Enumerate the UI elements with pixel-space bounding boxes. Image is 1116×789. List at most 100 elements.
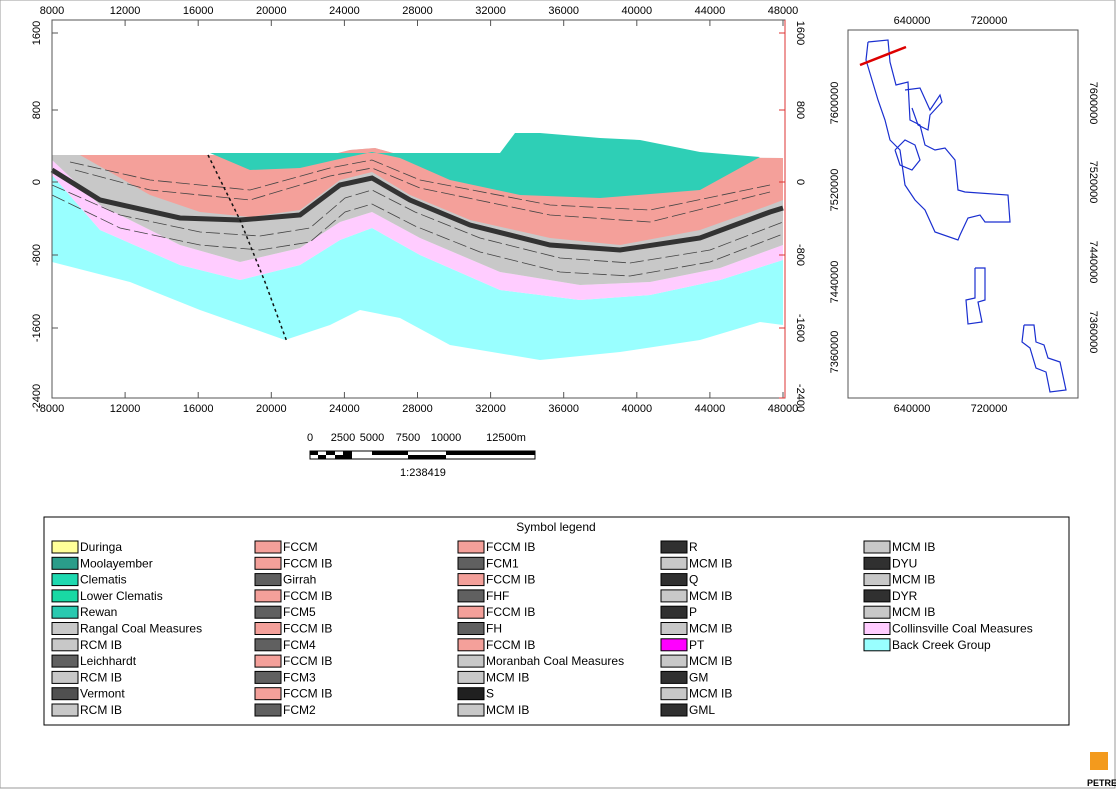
x-tick-label: 20000 — [256, 5, 287, 17]
legend-label: FCCM IB — [283, 556, 332, 570]
x-tick-label: 40000 — [622, 5, 653, 17]
scale-label: 0 — [307, 432, 313, 444]
legend-label: FCM1 — [486, 556, 519, 570]
legend-swatch — [254, 589, 282, 603]
legend-label: RCM IB — [80, 638, 122, 652]
scale-seg — [310, 451, 318, 455]
legend-label: R — [689, 540, 698, 554]
x-tick-label: 36000 — [548, 403, 579, 415]
x-tick-label: 40000 — [622, 403, 653, 415]
legend-swatch — [51, 622, 79, 635]
legend-label: FH — [486, 622, 502, 636]
map-y-label: 7440000 — [1087, 241, 1099, 284]
y-tick-label: 800 — [794, 101, 806, 119]
legend-label: MCM IB — [486, 703, 529, 717]
legend-label: RCM IB — [80, 670, 122, 684]
legend-label: MCM IB — [689, 622, 732, 636]
legend-swatch — [254, 605, 282, 619]
legend-label: Girrah — [283, 573, 316, 587]
map-y-label: 7520000 — [1087, 161, 1099, 204]
legend-swatch — [457, 703, 485, 717]
legend-label: GM — [689, 670, 708, 684]
y-tick-label: -2400 — [31, 384, 43, 412]
legend-swatch — [457, 605, 485, 619]
legend-swatch — [457, 573, 485, 587]
legend-label: DYU — [892, 556, 917, 570]
y-tick-label: -2400 — [794, 384, 806, 412]
legend-swatch — [254, 622, 282, 635]
legend-label: Clematis — [80, 573, 127, 587]
scale-label: 2500 — [331, 432, 355, 444]
legend-swatch — [660, 605, 688, 619]
legend-label: Leichhardt — [80, 654, 137, 668]
x-tick-label: 28000 — [402, 5, 433, 17]
rewan-layer — [210, 133, 760, 198]
y-tick-label: 1600 — [31, 21, 43, 45]
scale-label: 12500m — [486, 432, 526, 444]
seam-lines — [51, 159, 784, 277]
map-x-label: 720000 — [971, 15, 1008, 27]
legend-label: Q — [689, 573, 698, 587]
legend-swatch — [254, 670, 282, 684]
x-tick-label: 32000 — [475, 5, 506, 17]
legend-swatch — [51, 556, 79, 570]
legend-label: FCM3 — [283, 670, 316, 684]
x-tick-label: 44000 — [695, 5, 726, 17]
collinsville-layer — [52, 160, 783, 300]
legend-label: FCCM IB — [283, 589, 332, 603]
legend-label: MCM IB — [689, 654, 732, 668]
legend-swatch — [660, 703, 688, 717]
map-y-label: 7360000 — [1087, 311, 1099, 354]
legend-swatch — [51, 573, 79, 587]
map-frame — [847, 29, 1079, 399]
legend-swatch — [51, 540, 79, 554]
legend-swatch — [863, 573, 891, 587]
legend-label: MCM IB — [689, 556, 732, 570]
legend-swatch — [457, 638, 485, 652]
legend-swatch — [660, 556, 688, 570]
scale-seg — [408, 455, 446, 459]
legend-swatch — [863, 638, 891, 652]
legend-swatch — [457, 540, 485, 554]
x-tick-label: 24000 — [329, 5, 360, 17]
x-tick-label: 8000 — [40, 5, 64, 17]
legend-label: MCM IB — [892, 573, 935, 587]
legend-swatch — [660, 589, 688, 603]
map-y-label: 7600000 — [1087, 82, 1099, 125]
scale-ratio: 1:238419 — [400, 467, 446, 479]
map-x-label: 640000 — [894, 403, 931, 415]
legend-label: FCCM IB — [283, 622, 332, 636]
legend-swatch — [51, 687, 79, 701]
legend-label: FCCM IB — [486, 638, 535, 652]
lease-outlines — [865, 39, 1067, 393]
legend-label: FCCM IB — [283, 654, 332, 668]
legend-swatch — [457, 622, 485, 635]
scale-seg — [372, 451, 408, 455]
x-tick-label: 32000 — [475, 403, 506, 415]
scale-seg — [343, 451, 352, 459]
cross-section — [50, 19, 786, 399]
legend-swatch — [254, 540, 282, 554]
legend-swatch — [254, 638, 282, 652]
legend-label: Rewan — [80, 605, 117, 619]
legend-swatch — [863, 605, 891, 619]
legend-swatch — [457, 670, 485, 684]
legend-swatch — [51, 670, 79, 684]
map-x-label: 640000 — [894, 15, 931, 27]
y-tick-label: -1600 — [31, 314, 43, 342]
legend-label: Collinsville Coal Measures — [892, 622, 1033, 636]
scale-label: 10000 — [431, 432, 462, 444]
legend-label: MCM IB — [892, 540, 935, 554]
legend-label: Vermont — [80, 687, 125, 701]
legend-swatch — [660, 638, 688, 652]
legend-label: FCM2 — [283, 703, 316, 717]
legend-swatch — [51, 589, 79, 603]
section-line — [859, 45, 907, 67]
y-tick-label: 800 — [31, 101, 43, 119]
legend-swatch — [254, 573, 282, 587]
legend-box — [43, 516, 1070, 726]
scale-label: 7500 — [396, 432, 420, 444]
back-creek-layer — [52, 175, 783, 360]
legend-swatch — [457, 589, 485, 603]
x-tick-label: 20000 — [256, 403, 287, 415]
